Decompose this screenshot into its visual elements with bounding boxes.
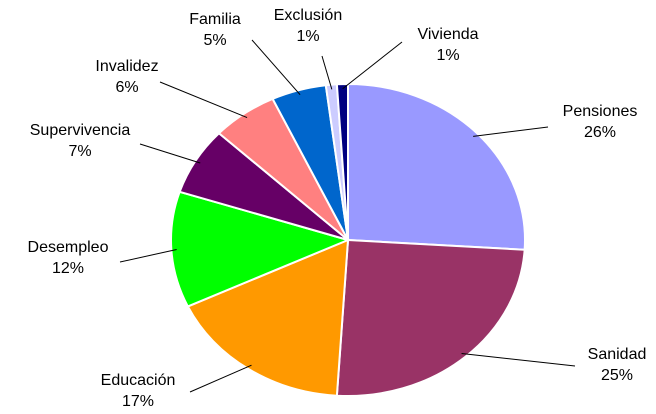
slice-label: Exclusión <box>274 7 342 24</box>
slice-label: Supervivencia <box>30 122 131 139</box>
slice-value: 26% <box>584 124 616 141</box>
pie-slice <box>335 238 526 397</box>
slice-value: 7% <box>68 143 91 160</box>
slice-value: 1% <box>436 47 459 64</box>
pie-slice <box>170 190 352 308</box>
leader-line <box>342 41 403 90</box>
slice-label: Desempleo <box>28 239 109 256</box>
leader-line <box>251 39 301 96</box>
slice-label: Vivienda <box>417 26 478 43</box>
slice-label: Pensiones <box>563 103 638 120</box>
slice-value: 1% <box>296 28 319 45</box>
slice-label: Educación <box>101 372 176 389</box>
leader-line <box>139 143 201 164</box>
slice-label: Invalidez <box>95 58 158 75</box>
leader-line <box>321 55 333 90</box>
pie-slice <box>347 82 526 251</box>
slice-label: Familia <box>189 11 241 28</box>
leader-line <box>119 249 177 263</box>
slice-value: 12% <box>52 260 84 277</box>
slice-value: 25% <box>601 367 633 384</box>
slice-label: Sanidad <box>588 346 647 363</box>
slice-value: 6% <box>115 79 138 96</box>
slice-value: 5% <box>203 32 226 49</box>
leader-line <box>473 126 549 137</box>
leader-line <box>159 81 248 119</box>
leader-line <box>189 364 252 393</box>
leader-line <box>461 353 576 367</box>
pie-slice <box>186 238 350 397</box>
slice-value: 17% <box>122 393 154 410</box>
